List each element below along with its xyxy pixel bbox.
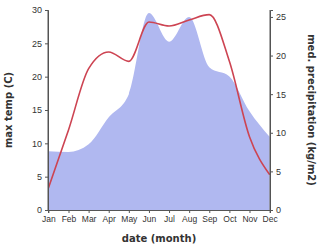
tick-label: Mar [82,214,97,224]
tick-label: 25 [32,39,42,49]
x-axis: Jan Feb Mar Apr May Jun Jul Aug Sep Oct Nov Dec [42,210,278,224]
tick-label: 15 [32,105,42,115]
temperature-line [48,15,269,188]
tick-label: 15 [276,90,286,100]
tick-label: May [121,214,138,224]
tick: Jun [143,210,157,224]
tick-mark [149,210,150,213]
tick-mark [69,210,70,213]
axis-line [49,211,271,214]
tick-mark [45,210,48,211]
chart: 0510152025300510152025JanFebMarAprMayJun… [0,0,318,247]
tick: 10 [32,139,48,149]
tick: Dec [263,210,279,224]
tick-label: Jul [164,214,175,224]
axis-line [271,11,274,211]
tick-label: Dec [263,214,279,224]
tick: 15 [32,105,48,115]
y2-axis: 0510152025 [270,11,286,216]
tick: 25 [32,39,48,49]
tick-label: Apr [103,214,116,224]
tick-mark [48,210,49,213]
tick-mark [249,210,250,213]
tick: 15 [270,90,286,100]
tick: Jul [164,210,175,224]
tick: 20 [270,51,286,61]
tick: 20 [32,72,48,82]
tick: Aug [182,210,197,224]
axis-line [45,11,49,211]
tick-label: 5 [276,167,281,177]
tick-label: 20 [32,72,42,82]
tick: Mar [82,210,97,224]
tick: 25 [270,12,286,22]
tick: May [121,210,138,224]
y2-axis-title: med. precipitation (kg/m2) [306,34,317,186]
precipitation-area [48,13,269,210]
tick: 5 [270,167,281,177]
tick: 5 [37,172,48,182]
frame-right [270,10,271,210]
tick: Oct [223,210,237,224]
tick: 10 [270,128,286,138]
tick-mark [229,210,230,213]
tick-mark [209,210,210,213]
tick-mark [129,210,130,213]
tick-label: Jan [42,214,56,224]
tick: Nov [242,210,258,224]
tick: Feb [62,210,77,224]
tick: Sep [202,210,217,224]
tick-mark [109,210,110,213]
tick-label: Aug [182,214,197,224]
tick: Jan [42,210,56,224]
x-axis-title: date (month) [122,233,196,244]
tick-label: 10 [276,128,286,138]
y-axis-title: max temp (C) [3,72,14,148]
tick-label: 25 [276,12,286,22]
y-axis: 051015202530 [32,5,49,215]
tick-label: Nov [242,214,258,224]
frame-left [48,10,49,210]
tick: Apr [103,210,116,224]
tick-mark [270,210,271,213]
tick-label: 5 [37,172,42,182]
tick-label: Jun [143,214,157,224]
tick-label: Feb [62,214,77,224]
plot-area [48,13,269,210]
tick-mark [189,210,190,213]
tick-label: Sep [202,214,217,224]
tick-mark [169,210,170,213]
tick-label: 10 [32,139,42,149]
tick: 30 [32,5,48,15]
tick-mark [89,210,90,213]
tick-label: Oct [223,214,237,224]
tick-label: 20 [276,51,286,61]
tick-label: 30 [32,5,42,15]
